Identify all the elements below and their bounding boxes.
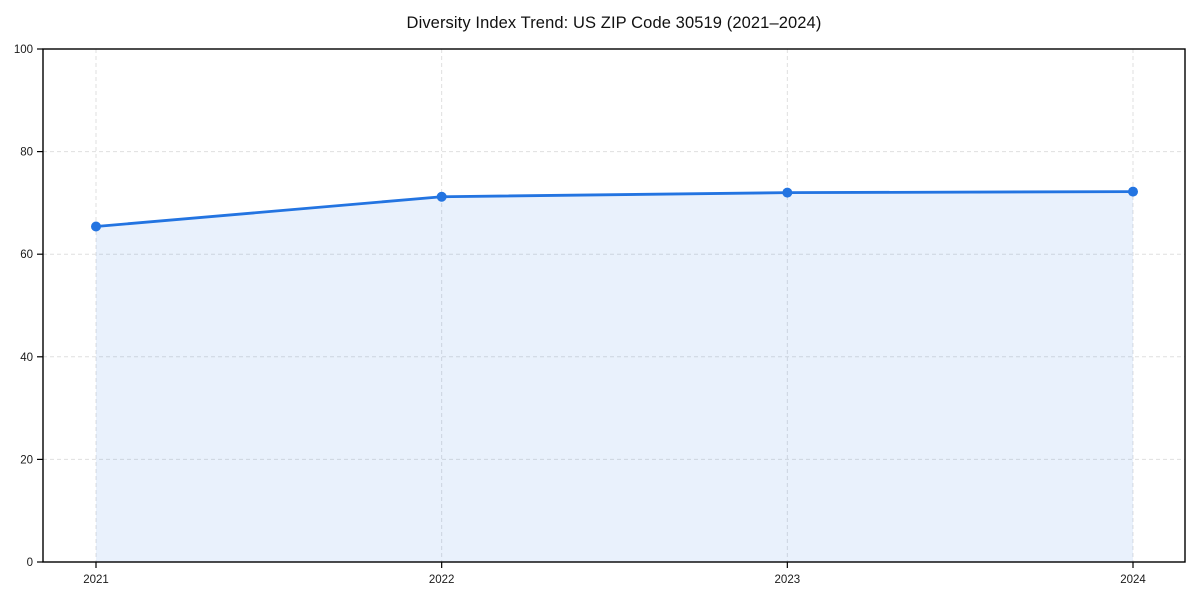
x-tick-label-2021: 2021 — [83, 574, 109, 586]
data-point-2021 — [91, 221, 101, 232]
y-tick-label-0: 0 — [27, 557, 33, 569]
x-tick-label-2023: 2023 — [775, 574, 801, 586]
data-point-2023 — [782, 187, 793, 198]
data-point-2024 — [1128, 186, 1138, 197]
y-tick-label-100: 100 — [14, 44, 33, 56]
x-tick-label-2022: 2022 — [429, 574, 455, 586]
y-tick-label-60: 60 — [20, 249, 33, 261]
y-tick-label-40: 40 — [20, 352, 33, 364]
trend-line — [94, 190, 1135, 228]
area-fill — [96, 191, 1133, 562]
y-tick-label-80: 80 — [20, 147, 33, 159]
data-point-2022 — [436, 191, 447, 202]
x-tick-label-2024: 2024 — [1120, 574, 1146, 586]
plot-border — [42, 48, 1186, 563]
y-tick-label-20: 20 — [20, 454, 33, 466]
chart-title: Diversity Index Trend: US ZIP Code 30519… — [406, 14, 822, 32]
